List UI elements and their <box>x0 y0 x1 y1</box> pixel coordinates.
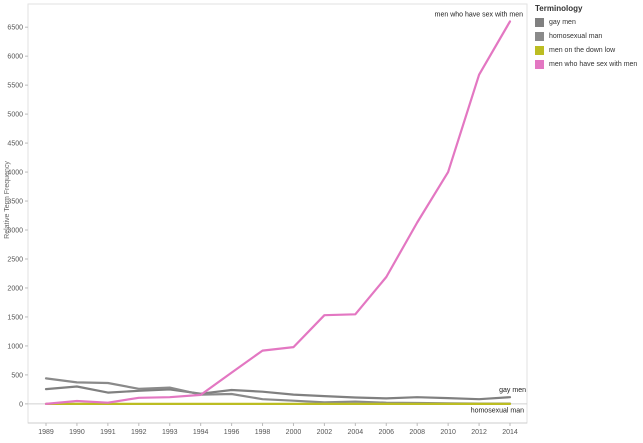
x-tick-label: 2008 <box>409 429 425 436</box>
legend-label: homosexual man <box>549 32 603 40</box>
annotation-men-who-have-sex-with-men: men who have sex with men <box>435 11 523 18</box>
y-axis-title: Relative Term Frequency <box>4 161 11 239</box>
legend-swatch <box>535 45 544 55</box>
legend-title: Terminology <box>535 4 583 13</box>
legend-item[interactable]: homosexual man <box>535 29 641 43</box>
y-tick-label: 3000 <box>7 228 23 235</box>
y-tick-label: 3500 <box>7 199 23 206</box>
y-tick-label: 5500 <box>7 83 23 90</box>
x-tick-label: 1993 <box>162 429 178 436</box>
legend-label: men who have sex with men <box>549 60 638 68</box>
y-tick-label: 1500 <box>7 314 23 321</box>
x-tick-label: 1996 <box>224 429 240 436</box>
x-tick-label: 2004 <box>348 429 364 436</box>
x-tick-label: 2006 <box>378 429 394 436</box>
y-tick-label: 2000 <box>7 285 23 292</box>
series-line-gay-men <box>44 385 512 401</box>
series-line-men-who-have-sex-with-men <box>44 20 512 405</box>
end-labels: men who have sex with men gay men homosexu… <box>435 11 526 414</box>
x-tick-label: 2000 <box>286 429 302 436</box>
y-tick-label: 6500 <box>7 25 23 32</box>
y-tick-label: 6000 <box>7 54 23 61</box>
y-tick-label: 4500 <box>7 141 23 148</box>
y-tick-label: 0 <box>19 401 23 408</box>
legend-label: men on the down low <box>549 46 616 54</box>
plot-border <box>27 3 528 424</box>
legend-items: gay men homosexual man men on the down low… <box>535 15 641 71</box>
x-tick-label: 1994 <box>193 429 209 436</box>
plot-area <box>27 3 528 424</box>
x-axis: 1989 1990 1991 1992 1993 1994 1996 1998 2000 2002… <box>28 422 527 436</box>
annotation-gay-men: gay men <box>499 387 526 394</box>
x-tick-label: 1998 <box>255 429 271 436</box>
y-tick-label: 2500 <box>7 256 23 263</box>
x-tick-label: 2012 <box>471 429 487 436</box>
y-tick-label: 1000 <box>7 343 23 350</box>
y-tick-label: 4000 <box>7 170 23 177</box>
legend-item[interactable]: men on the down low <box>535 43 641 57</box>
y-axis: 0 500 1000 1500 2000 2500 3000 3500 4000 4500 5000… <box>7 25 28 408</box>
x-tick-label: 1992 <box>131 429 147 436</box>
legend-item[interactable]: gay men <box>535 15 641 29</box>
legend: Terminology gay men homosexual man men on … <box>535 4 641 71</box>
y-tick-label: 5000 <box>7 112 23 119</box>
x-tick-label: 1991 <box>100 429 116 436</box>
legend-label: gay men <box>549 18 576 26</box>
x-tick-label: 2014 <box>502 429 518 436</box>
x-tick-label: 2010 <box>440 429 456 436</box>
legend-item[interactable]: men who have sex with men <box>535 57 641 71</box>
legend-swatch <box>535 17 544 27</box>
legend-swatch <box>535 59 544 69</box>
y-tick-label: 500 <box>11 372 23 379</box>
x-tick-label: 1990 <box>69 429 85 436</box>
series-line-homosexual-man <box>44 377 512 405</box>
x-tick-label: 1989 <box>38 429 54 436</box>
annotation-homosexual-man: homosexual man <box>471 408 524 415</box>
legend-swatch <box>535 31 544 41</box>
series-lines <box>44 20 512 405</box>
x-tick-label: 2002 <box>317 429 333 436</box>
